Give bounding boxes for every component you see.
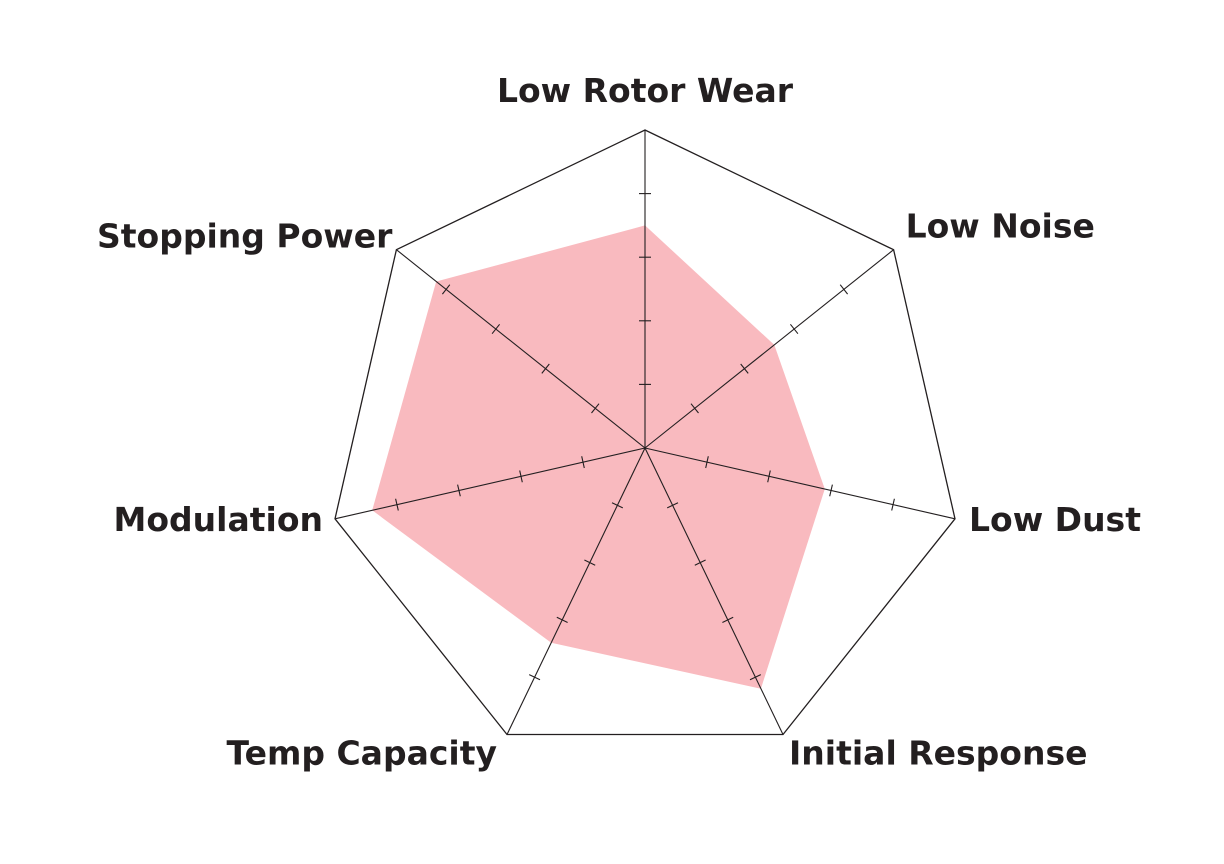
axis-spoke (334, 447, 646, 520)
outer-frame (334, 129, 956, 736)
axis-tick (528, 674, 541, 681)
axis-tick (705, 456, 709, 469)
axis-tick (491, 323, 501, 335)
axis-label: Low Noise (906, 207, 1095, 246)
axis-label: Temp Capacity (226, 734, 497, 773)
axis-spoke (506, 447, 646, 735)
axis-label: Low Dust (969, 500, 1141, 539)
axis-tick (694, 559, 706, 566)
axis-tick (740, 363, 749, 374)
axis-tick (541, 363, 550, 374)
axis-tick (395, 498, 399, 511)
axis-tick (556, 616, 568, 623)
axis-tick (722, 616, 734, 623)
axis-tick (611, 502, 624, 509)
axis-tick (829, 484, 833, 497)
axis-tick (749, 674, 762, 681)
axis-tick (767, 470, 771, 483)
axis-tick (789, 323, 799, 335)
axis-tick (584, 559, 596, 566)
axis-label: Stopping Power (97, 217, 393, 256)
axis-tick (591, 403, 600, 414)
axis-tick (441, 284, 451, 295)
axis-tick (690, 403, 699, 414)
axis-label: Low Rotor Wear (497, 71, 794, 110)
axis-label: Modulation (114, 500, 323, 539)
axis-spoke (644, 447, 956, 520)
axis-label: Initial Response (789, 734, 1087, 773)
axis-spoke (644, 447, 784, 735)
axis-spokes (334, 130, 956, 735)
axis-labels: Low Rotor Wear Low Noise Low Dust Initial R… (97, 71, 1141, 773)
axis-ticks (395, 193, 895, 681)
axis-tick (457, 484, 461, 497)
axis-tick (839, 284, 849, 295)
axis-tick (666, 502, 679, 509)
axis-tick (891, 498, 895, 511)
axis-tick (519, 470, 523, 483)
axis-spoke (396, 249, 646, 449)
series-area (372, 225, 825, 689)
axis-tick (581, 456, 585, 469)
axis-spoke (644, 249, 894, 449)
